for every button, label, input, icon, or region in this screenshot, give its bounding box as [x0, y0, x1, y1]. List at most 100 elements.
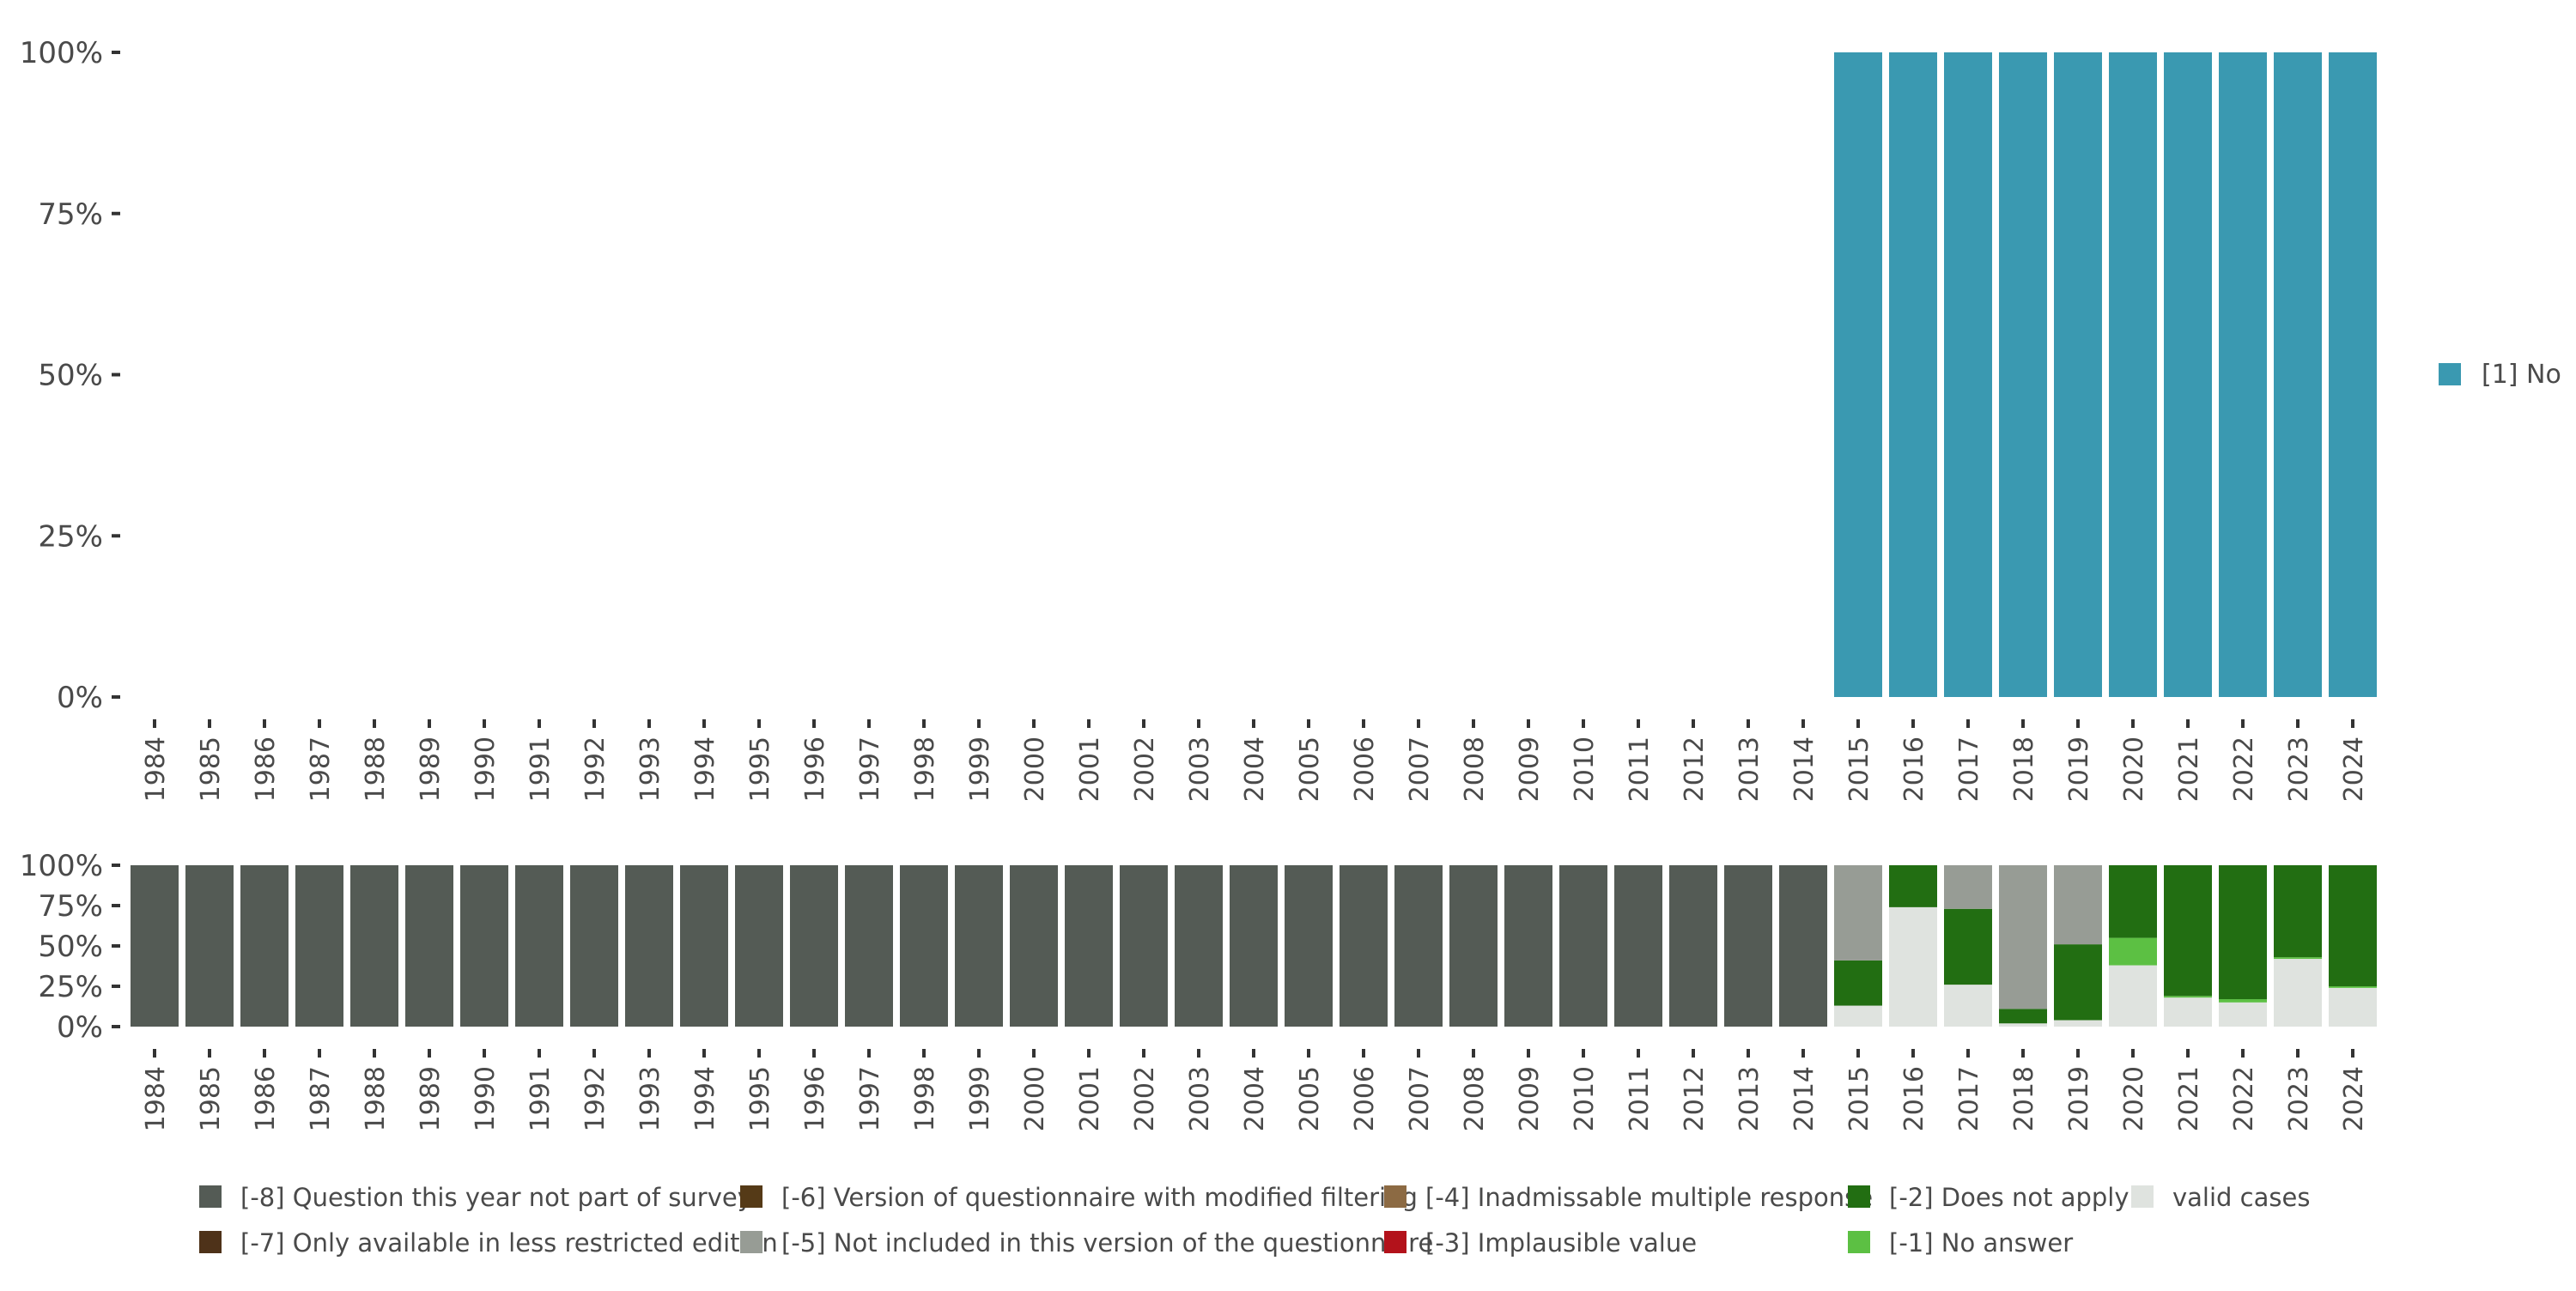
top-chart-x-tick-label: 2011: [1625, 736, 1655, 802]
top-chart-x-tick-label: 1990: [471, 736, 501, 802]
bottom-chart-bar-segment: [1999, 1009, 2047, 1024]
top-chart-x-tick-label: 1991: [526, 736, 556, 802]
bottom-chart-bar-segment: [955, 865, 1003, 1027]
top-chart-y-tick-label: 75%: [38, 197, 103, 232]
bottom-chart-x-tick-label: 2022: [2229, 1066, 2259, 1131]
bottom-chart-bar-segment: [1504, 865, 1552, 1027]
bottom-chart-bar-segment: [1065, 865, 1113, 1027]
bottom-chart-bar-segment: [2164, 996, 2212, 998]
bottom-chart-bar-segment: [1010, 865, 1058, 1027]
bottom-chart-bar-segment: [2219, 1002, 2267, 1027]
top-chart-x-tick-label: 2012: [1680, 736, 1710, 802]
bottom-chart-bar-segment: [1999, 865, 2047, 1009]
bottom-chart-x-tick-label: 1990: [471, 1066, 501, 1131]
bottom-chart-bar-segment: [1834, 865, 1882, 961]
bottom-legend-swatch: [1384, 1185, 1406, 1208]
bottom-chart-bar-segment: [350, 865, 398, 1027]
bottom-chart-bar-segment: [2054, 944, 2102, 1021]
bottom-chart-bar-segment: [460, 865, 508, 1027]
bottom-chart-bar-segment: [2329, 987, 2377, 1027]
top-chart-x-tick-label: 2013: [1735, 736, 1765, 802]
bottom-chart-bar-segment: [625, 865, 673, 1027]
bottom-chart-bar-segment: [295, 865, 343, 1027]
top-chart-x-tick-label: 1984: [141, 736, 171, 802]
bottom-chart-bar-segment: [2219, 865, 2267, 1000]
bottom-chart-bar-segment: [1340, 865, 1388, 1027]
bottom-chart-bar-segment: [2164, 997, 2212, 1027]
bottom-legend-swatch: [1384, 1231, 1406, 1253]
top-chart-x-tick-label: 2015: [1844, 736, 1874, 802]
top-chart-x-tick-label: 1987: [306, 736, 336, 802]
bottom-chart-bar-segment: [1944, 908, 1992, 985]
top-chart-bar-segment: [2054, 52, 2102, 697]
bottom-chart-bar-segment: [845, 865, 893, 1027]
bottom-chart-bar-segment: [1999, 1023, 2047, 1027]
top-chart-x-tick-label: 2023: [2284, 736, 2314, 802]
bottom-chart-x-tick-label: 1996: [800, 1066, 830, 1131]
bottom-chart-x-tick-label: 2002: [1130, 1066, 1160, 1131]
bottom-chart-bar-segment: [1285, 865, 1333, 1027]
bottom-chart-bar-segment: [1834, 960, 1882, 1006]
top-chart-x-tick-label: 1992: [580, 736, 611, 802]
bottom-chart-x-tick-label: 2008: [1460, 1066, 1490, 1131]
bottom-chart-x-tick-label: 1998: [910, 1066, 940, 1131]
bottom-chart-x-tick-label: 2023: [2284, 1066, 2314, 1131]
top-legend-swatch: [2439, 363, 2461, 385]
top-chart-x-tick-label: 2024: [2339, 736, 2369, 802]
bottom-chart-bar-segment: [1724, 865, 1772, 1027]
bottom-legend-swatch: [1848, 1185, 1870, 1208]
top-chart-x-tick-label: 1997: [855, 736, 885, 802]
bottom-legend-label: [-2] Does not apply: [1889, 1183, 2129, 1212]
top-chart-x-tick-label: 2021: [2174, 736, 2204, 802]
bottom-chart-bar-segment: [2054, 865, 2102, 945]
top-chart-x-tick-label: 2016: [1899, 736, 1929, 802]
bottom-chart-bar-segment: [2329, 865, 2377, 986]
bottom-chart-y-tick-label: 25%: [38, 970, 103, 1004]
top-chart-x-tick-label: 1999: [965, 736, 995, 802]
bottom-chart-x-tick-label: 2005: [1295, 1066, 1325, 1131]
bottom-chart-bar-segment: [2274, 865, 2322, 958]
bottom-legend-swatch: [2131, 1185, 2154, 1208]
bottom-chart-x-tick-label: 2001: [1075, 1066, 1105, 1131]
bottom-legend-label: [-6] Version of questionnaire with modif…: [781, 1183, 1418, 1212]
bottom-chart-bar-segment: [1230, 865, 1278, 1027]
bottom-chart-bar-segment: [2109, 865, 2157, 938]
bottom-chart-bar-segment: [515, 865, 563, 1027]
bottom-chart-bar-segment: [1120, 865, 1168, 1027]
bottom-chart-x-tick-label: 1997: [855, 1066, 885, 1131]
bottom-chart-bar-segment: [2329, 986, 2377, 988]
bottom-chart-bar-segment: [1449, 865, 1498, 1027]
bottom-chart-y-tick-label: 100%: [20, 849, 103, 883]
bottom-chart-x-tick-label: 1992: [580, 1066, 611, 1131]
bottom-legend-label: [-7] Only available in less restricted e…: [240, 1228, 778, 1258]
bottom-chart-bar-segment: [735, 865, 783, 1027]
top-chart-x-tick-label: 2002: [1130, 736, 1160, 802]
top-chart-x-tick-label: 1998: [910, 736, 940, 802]
top-legend-label: [1] No: [2482, 360, 2561, 390]
bottom-legend-label: [-8] Question this year not part of surv…: [240, 1183, 752, 1212]
top-chart-x-tick-label: 2022: [2229, 736, 2259, 802]
top-chart-x-tick-label: 1989: [416, 736, 446, 802]
top-chart-bar-segment: [2164, 52, 2212, 697]
top-chart-x-tick-label: 1988: [361, 736, 391, 802]
bottom-chart-bar-segment: [1944, 865, 1992, 909]
bottom-chart-bar-segment: [2274, 959, 2322, 1027]
bottom-chart-x-tick-label: 2020: [2119, 1066, 2149, 1131]
bottom-chart-bar-segment: [2109, 937, 2157, 966]
top-chart-y-tick-label: 25%: [38, 519, 103, 554]
bottom-chart-x-tick-label: 2024: [2339, 1066, 2369, 1131]
bottom-chart-x-tick-label: 2014: [1789, 1066, 1820, 1131]
top-chart-bar-segment: [1889, 52, 1937, 697]
bottom-chart-bar-segment: [1175, 865, 1223, 1027]
bottom-chart-bar-segment: [1834, 1005, 1882, 1027]
bottom-chart-bar-segment: [2164, 865, 2212, 997]
bottom-chart-bar-segment: [1394, 865, 1443, 1027]
bottom-chart-bar-segment: [185, 865, 234, 1027]
top-chart-x-tick-label: 2000: [1020, 736, 1050, 802]
bottom-chart-x-tick-label: 2013: [1735, 1066, 1765, 1131]
top-chart-x-tick-label: 2019: [2064, 736, 2094, 802]
top-chart-x-tick-label: 2009: [1515, 736, 1545, 802]
bottom-chart-bar-segment: [405, 865, 453, 1027]
